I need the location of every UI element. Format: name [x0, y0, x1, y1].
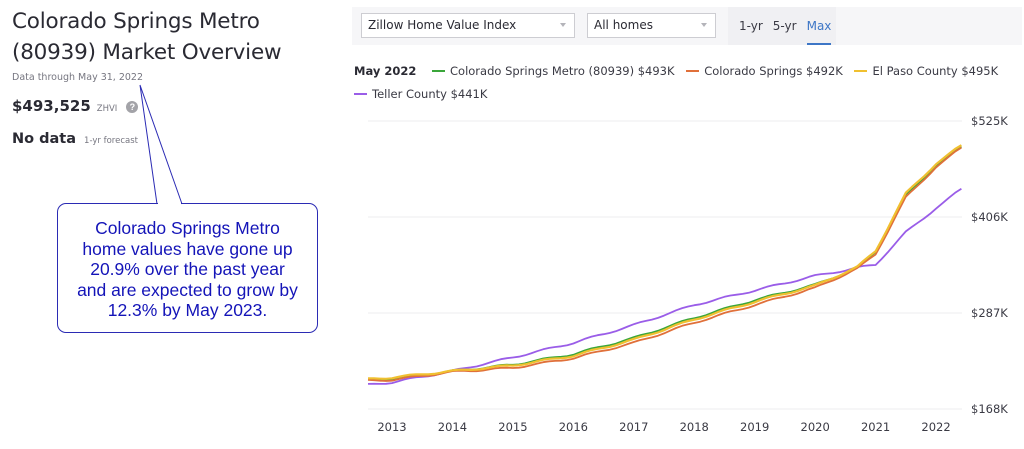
- chart-gridlines: [368, 120, 962, 410]
- y-tick-label: $168K: [971, 402, 1008, 416]
- x-tick-label: 2014: [438, 420, 467, 434]
- y-tick-label: $406K: [971, 210, 1008, 224]
- tab-5yr[interactable]: 5-yr: [772, 19, 797, 33]
- page-title-line1: Colorado Springs Metro: [12, 9, 260, 34]
- x-tick-label: 2017: [619, 420, 648, 434]
- forecast-label: 1-yr forecast: [84, 136, 138, 146]
- legend-swatch: [354, 92, 367, 95]
- annotation-callout: Colorado Springs Metro home values have …: [57, 203, 318, 333]
- legend-swatch: [686, 69, 700, 72]
- legend-item: El Paso County $495K: [854, 64, 998, 78]
- y-tick-label: $287K: [971, 306, 1008, 320]
- legend-date: May 2022: [354, 64, 417, 78]
- legend-label: Colorado Springs $492K: [704, 64, 843, 78]
- tab-1yr[interactable]: 1-yr: [739, 19, 763, 33]
- x-tick-label: 2019: [740, 420, 769, 434]
- callout-line: Colorado Springs Metro: [95, 218, 280, 238]
- page-title: Colorado Springs Metro (80939) Market Ov…: [12, 6, 342, 68]
- callout-pointer: [139, 84, 183, 206]
- series-line[interactable]: [367, 146, 962, 382]
- legend-label: El Paso County $495K: [872, 64, 999, 78]
- legend-item: Teller County $441K: [354, 87, 487, 101]
- forecast-row: No data 1-yr forecast: [12, 131, 342, 147]
- callout-text: Colorado Springs Metro home values have …: [58, 218, 317, 321]
- x-tick-label: 2020: [801, 420, 830, 434]
- legend-swatch: [854, 69, 868, 72]
- x-tick-label: 2021: [861, 420, 890, 434]
- callout-line: 20.9% over the past year: [90, 259, 285, 279]
- help-icon[interactable]: ?: [126, 101, 139, 113]
- zhvi-value: $493,525: [12, 97, 91, 115]
- metric-select[interactable]: Zillow Home Value Index: [361, 13, 575, 38]
- callout-line: 12.3% by May 2023.: [107, 300, 268, 320]
- overview-panel: Colorado Springs Metro (80939) Market Ov…: [12, 6, 342, 147]
- callout-line: home values have gone up: [82, 238, 293, 259]
- chevron-down-icon: [560, 23, 566, 27]
- x-tick-label: 2015: [498, 420, 527, 434]
- page-title-line2: (80939) Market Overview: [12, 40, 282, 65]
- legend-label: Teller County $441K: [372, 87, 488, 101]
- chart-legend: May 2022 Colorado Springs Metro (80939) …: [354, 60, 1014, 106]
- x-tick-label: 2016: [559, 420, 588, 434]
- metric-select-value: Zillow Home Value Index: [368, 18, 517, 32]
- x-axis-labels: 2013 2014 2015 2016 2017 2018 2019 2020 2021 2022: [377, 420, 950, 434]
- chart-series: [367, 144, 962, 385]
- y-axis-labels: $525K $406K $287K $168K: [971, 114, 1008, 416]
- x-tick-label: 2022: [921, 420, 950, 434]
- chart-toolbar: Zillow Home Value Index All homes 1-yr 5…: [352, 7, 1022, 45]
- x-tick-label: 2013: [377, 420, 406, 434]
- legend-label: Colorado Springs Metro (80939) $493K: [450, 64, 675, 78]
- time-range-tabs: 1-yr 5-yr Max: [728, 7, 837, 45]
- chevron-down-icon: [701, 23, 707, 27]
- series-line[interactable]: [368, 144, 962, 380]
- tab-max[interactable]: Max: [806, 7, 831, 45]
- home-type-select-value: All homes: [594, 18, 653, 32]
- home-type-select[interactable]: All homes: [587, 13, 716, 38]
- legend-item: Colorado Springs $492K: [686, 64, 843, 78]
- zhvi-label: ZHVI: [96, 104, 118, 114]
- y-tick-label: $525K: [971, 114, 1008, 128]
- legend-item: Colorado Springs Metro (80939) $493K: [432, 64, 675, 78]
- callout-line: and are expected to grow by: [77, 279, 298, 300]
- x-tick-label: 2018: [680, 420, 709, 434]
- legend-swatch: [432, 69, 446, 72]
- series-line[interactable]: [367, 188, 962, 385]
- data-through-date: Data through May 31, 2022: [12, 72, 144, 83]
- zhvi-row: $493,525 ZHVI ?: [12, 97, 342, 115]
- forecast-value: No data: [12, 131, 77, 147]
- series-line[interactable]: [367, 146, 962, 381]
